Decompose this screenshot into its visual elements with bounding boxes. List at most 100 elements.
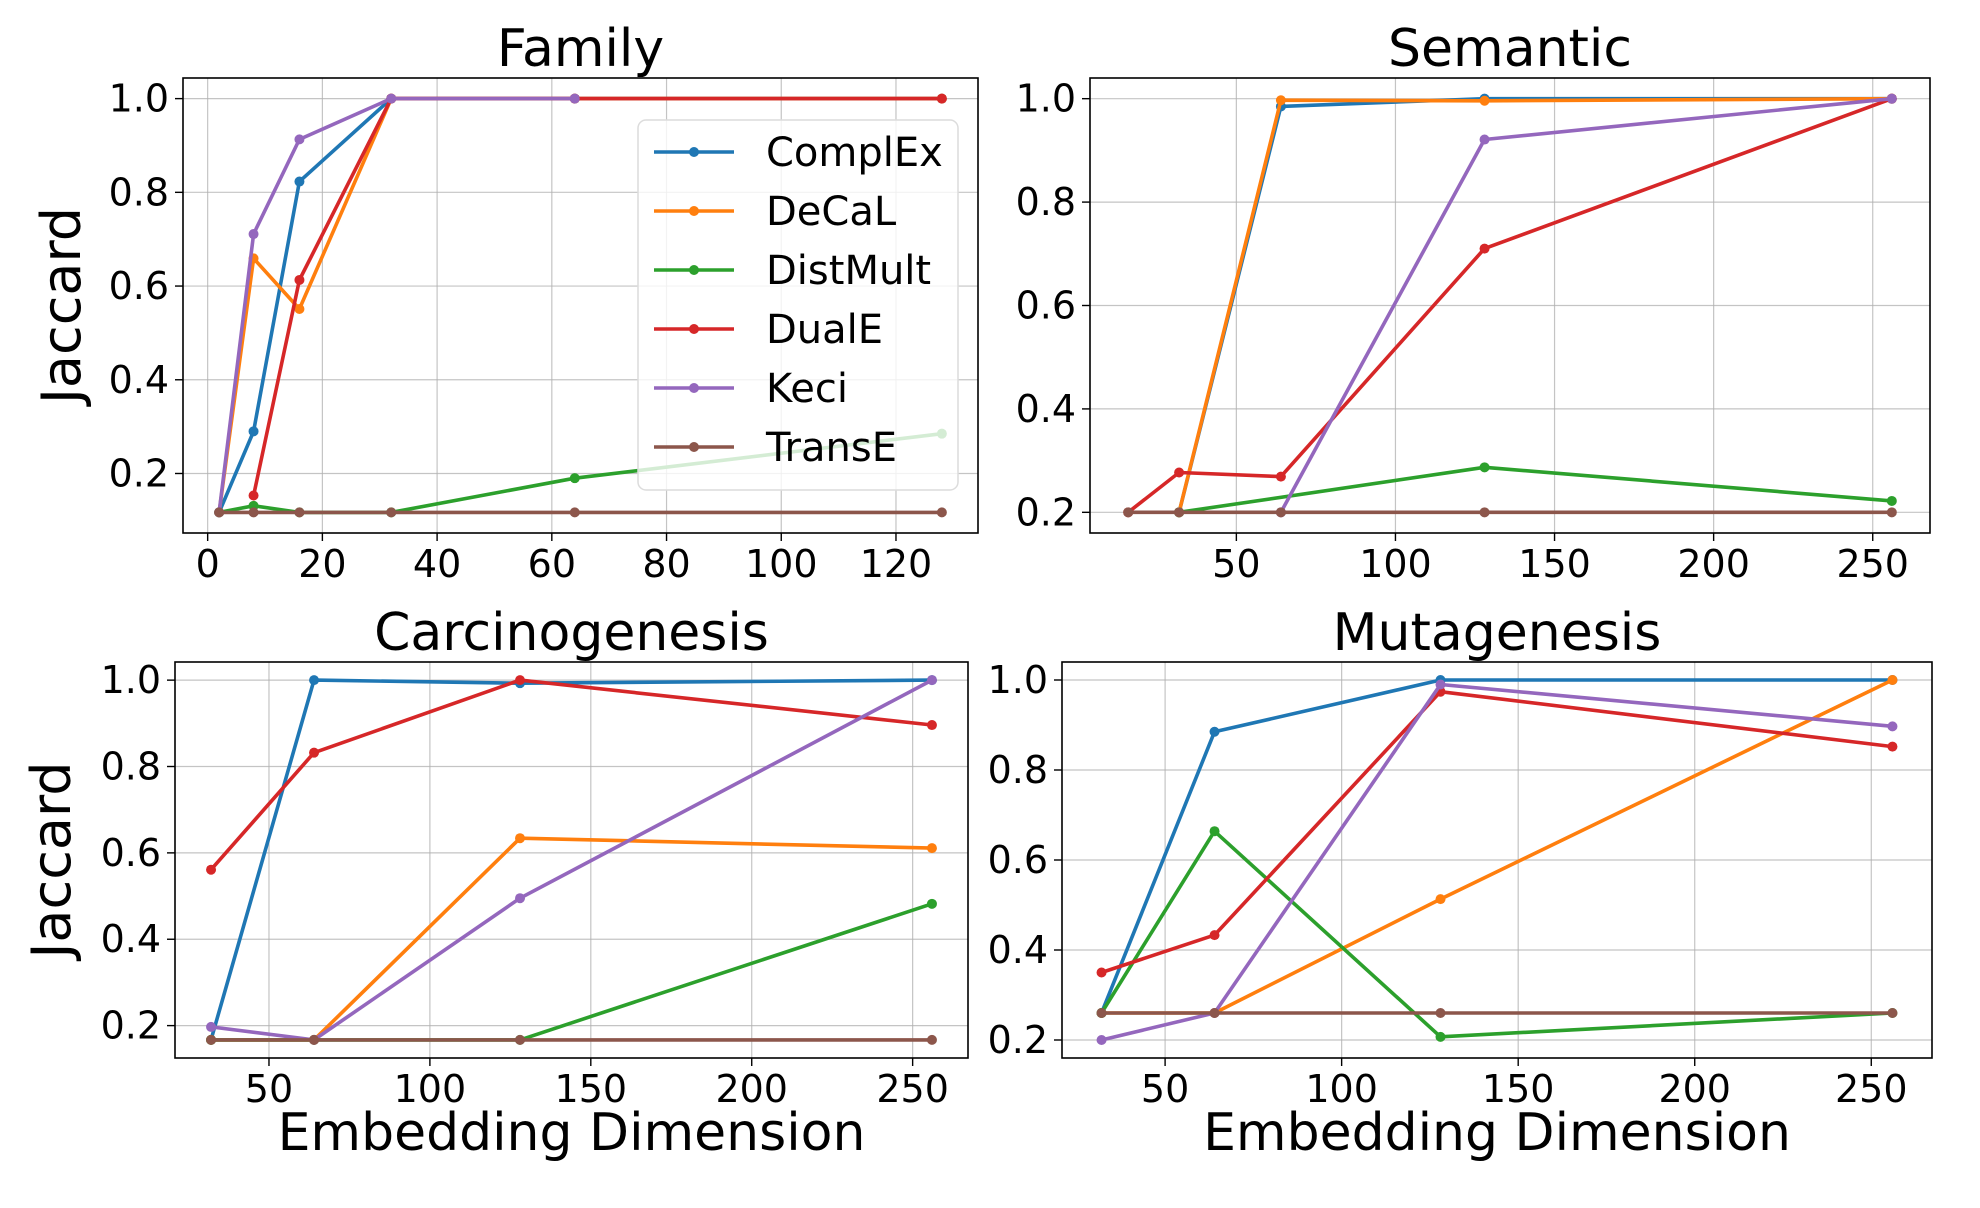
legend-label: ComplEx bbox=[766, 130, 943, 176]
y-tick-label: 1.0 bbox=[109, 77, 169, 121]
data-point-distmult bbox=[1886, 495, 1897, 506]
data-point-transe bbox=[1479, 507, 1490, 518]
x-tick-label: 100 bbox=[1359, 542, 1432, 586]
series-line-keci bbox=[1099, 682, 1895, 1042]
panel-family: 0 20 40 60 80 100 120 0.2 0.4 0.6 0.8 1.0 Family Jacc… bbox=[30, 19, 979, 586]
x-tick-label: 150 bbox=[1482, 1067, 1555, 1111]
data-point-transe bbox=[569, 507, 580, 518]
plot-area bbox=[1123, 93, 1897, 518]
data-point-duale bbox=[1479, 243, 1490, 254]
y-tick-label: 0.4 bbox=[109, 358, 169, 402]
legend-label: DistMult bbox=[766, 248, 931, 294]
series-line-complex bbox=[209, 678, 934, 1042]
data-point-keci bbox=[1096, 1035, 1107, 1045]
data-point-duale bbox=[1096, 967, 1107, 978]
data-point-distmult bbox=[569, 473, 580, 484]
data-point-transe bbox=[386, 507, 397, 518]
y-tick-label: 0.2 bbox=[101, 1004, 161, 1048]
series-line-distmult bbox=[1099, 829, 1895, 1039]
series-line-distmult bbox=[209, 901, 934, 1042]
x-tick-label: 100 bbox=[394, 1067, 467, 1111]
data-point-transe bbox=[1209, 1008, 1220, 1018]
y-axis-label: Jaccard bbox=[30, 207, 93, 407]
data-point-transe bbox=[248, 507, 259, 518]
y-tick-label: 1.0 bbox=[101, 658, 161, 702]
data-point-keci bbox=[515, 893, 526, 904]
legend-label: TransE bbox=[765, 425, 897, 471]
y-tick-label: 0.8 bbox=[101, 745, 161, 789]
legend-item-distmult: DistMult bbox=[654, 248, 931, 294]
data-point-decal bbox=[1435, 894, 1446, 905]
legend-item-duale: DualE bbox=[654, 307, 883, 353]
legend-marker-icon bbox=[689, 324, 699, 334]
data-point-transe bbox=[214, 507, 225, 518]
data-point-keci bbox=[294, 134, 305, 145]
legend-marker-icon bbox=[689, 147, 699, 157]
data-point-duale bbox=[926, 720, 937, 731]
legend-marker-icon bbox=[689, 442, 699, 452]
plot-area bbox=[1096, 675, 1898, 1045]
y-axis-label: Jaccard bbox=[20, 761, 83, 961]
y-tick-label: 0.8 bbox=[109, 170, 169, 214]
data-point-complex bbox=[248, 426, 259, 437]
x-tick-label: 50 bbox=[245, 1067, 293, 1111]
data-point-complex bbox=[1209, 726, 1220, 737]
axes-frame bbox=[182, 77, 979, 534]
y-tick-label: 0.6 bbox=[109, 264, 169, 308]
x-tick-label: 100 bbox=[1305, 1067, 1378, 1111]
data-point-transe bbox=[294, 507, 305, 518]
data-point-duale bbox=[1174, 467, 1185, 478]
series-line-decal bbox=[1177, 96, 1894, 515]
legend-label: DeCaL bbox=[766, 189, 897, 235]
data-point-decal bbox=[515, 833, 526, 844]
data-point-complex bbox=[309, 675, 320, 686]
data-point-transe bbox=[1123, 507, 1134, 518]
data-point-decal bbox=[926, 843, 937, 854]
x-tick-label: 200 bbox=[715, 1067, 788, 1111]
data-point-complex bbox=[294, 176, 305, 187]
x-tick-label: 250 bbox=[876, 1067, 949, 1111]
y-tick-label: 0.2 bbox=[988, 1018, 1048, 1062]
y-tick-label: 0.6 bbox=[1016, 284, 1076, 328]
plot-area bbox=[214, 93, 947, 518]
x-tick-label: 80 bbox=[642, 542, 690, 586]
legend: ComplEx DeCaL DistMult DualE Keci TransE bbox=[637, 119, 959, 491]
legend-marker-icon bbox=[689, 206, 699, 216]
data-point-keci bbox=[386, 93, 397, 104]
legend-marker-icon bbox=[689, 383, 699, 393]
data-point-duale bbox=[515, 675, 526, 686]
series-line-complex bbox=[1099, 678, 1895, 1015]
data-point-transe bbox=[1275, 507, 1286, 518]
plot-area bbox=[206, 675, 937, 1045]
data-point-keci bbox=[248, 229, 259, 240]
x-tick-label: 50 bbox=[1141, 1067, 1189, 1111]
data-point-keci bbox=[1435, 679, 1446, 690]
y-tick-label: 0.6 bbox=[101, 831, 161, 875]
legend-label: DualE bbox=[766, 307, 883, 353]
data-point-transe bbox=[936, 507, 947, 518]
data-point-transe bbox=[1435, 1008, 1446, 1018]
data-point-duale bbox=[1887, 741, 1898, 752]
data-point-decal bbox=[294, 304, 305, 315]
data-point-distmult bbox=[1209, 826, 1220, 837]
legend-item-decal: DeCaL bbox=[654, 189, 897, 235]
data-point-keci bbox=[926, 675, 937, 686]
data-point-duale bbox=[206, 864, 217, 875]
x-tick-label: 100 bbox=[745, 542, 818, 586]
x-tick-label: 120 bbox=[860, 542, 933, 586]
data-point-duale bbox=[1275, 471, 1286, 482]
chart-title: Semantic bbox=[1388, 19, 1632, 79]
y-tick-label: 0.8 bbox=[988, 748, 1048, 792]
data-point-transe bbox=[515, 1034, 526, 1045]
x-tick-label: 200 bbox=[1677, 542, 1750, 586]
data-point-duale bbox=[936, 93, 947, 104]
data-point-duale bbox=[1209, 930, 1220, 941]
y-tick-label: 0.4 bbox=[1016, 387, 1076, 431]
x-tick-label: 150 bbox=[555, 1067, 628, 1111]
data-point-transe bbox=[206, 1034, 217, 1045]
y-tick-label: 0.4 bbox=[988, 928, 1048, 972]
legend-marker-icon bbox=[689, 265, 699, 275]
series-line-duale bbox=[1099, 689, 1895, 975]
data-point-keci bbox=[1887, 721, 1898, 732]
